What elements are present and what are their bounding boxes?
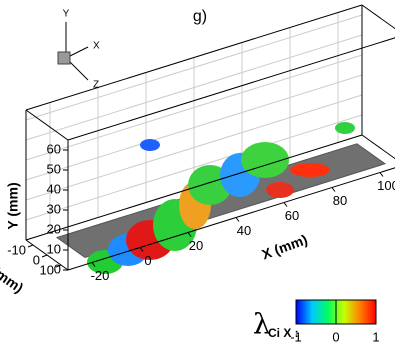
x-tick bbox=[187, 232, 192, 237]
colorbar: λ Ci X : -1 0 1 bbox=[253, 299, 380, 344]
x-tick-label: 100 bbox=[377, 178, 395, 193]
y-tick-label: 60 bbox=[47, 141, 61, 156]
box-edge bbox=[25, 109, 69, 141]
box-edge bbox=[25, 134, 363, 241]
x-tick bbox=[91, 262, 96, 267]
colorbar-tick-label: 1 bbox=[372, 329, 379, 344]
x-tick-label: 80 bbox=[333, 193, 347, 208]
triad-label: X bbox=[93, 41, 100, 52]
box-edge bbox=[25, 4, 363, 111]
vortex-blob bbox=[266, 182, 294, 198]
colorbar-tick-label: 0 bbox=[332, 329, 339, 344]
z-axis-label: Z (mm) bbox=[0, 256, 26, 296]
y-tick-label: 20 bbox=[47, 221, 61, 236]
vortex-blob bbox=[335, 122, 355, 134]
x-tick bbox=[139, 247, 144, 252]
box-edge bbox=[67, 37, 395, 141]
box-edge bbox=[361, 4, 395, 30]
grid bbox=[25, 12, 363, 241]
z-tick bbox=[27, 244, 34, 248]
box bbox=[25, 4, 395, 271]
orientation-triad: Y X Z bbox=[57, 9, 100, 91]
z-tick-label: 0 bbox=[33, 252, 40, 267]
x-tick-label: -20 bbox=[91, 268, 110, 283]
x-tick bbox=[379, 172, 384, 177]
x-tick-label: 0 bbox=[144, 253, 151, 268]
vortex-blob bbox=[290, 163, 330, 177]
colorbar-tick-label: -1 bbox=[290, 329, 302, 344]
z-tick bbox=[41, 254, 48, 258]
x-axis-label: X (mm) bbox=[260, 231, 310, 262]
y-tick-label: 10 bbox=[47, 241, 61, 256]
triad-label: Z bbox=[93, 80, 99, 91]
panel-label: g) bbox=[193, 8, 207, 25]
x-tick-label: 40 bbox=[237, 223, 251, 238]
y-axis-label: Y (mm) bbox=[5, 182, 21, 229]
y-tick-label: 0 bbox=[54, 261, 61, 276]
x-tick bbox=[283, 202, 288, 207]
colorbar-subscript: Ci X : bbox=[268, 326, 299, 340]
x-tick-label: 60 bbox=[285, 208, 299, 223]
y-tick-label: 30 bbox=[47, 201, 61, 216]
z-tick bbox=[55, 264, 62, 268]
x-tick bbox=[235, 217, 240, 222]
x-tick bbox=[331, 187, 336, 192]
colorbar-symbol: λ bbox=[253, 308, 271, 341]
triad-cube bbox=[57, 51, 71, 65]
triad-label: Y bbox=[63, 9, 70, 20]
vortex-blob bbox=[140, 139, 160, 151]
z-tick-label: 10 bbox=[40, 262, 54, 277]
z-tick-label: -10 bbox=[7, 242, 26, 257]
x-tick-label: 20 bbox=[189, 238, 203, 253]
y-tick-label: 50 bbox=[47, 161, 61, 176]
box-edge bbox=[361, 134, 395, 160]
y-tick-label: 40 bbox=[47, 181, 61, 196]
